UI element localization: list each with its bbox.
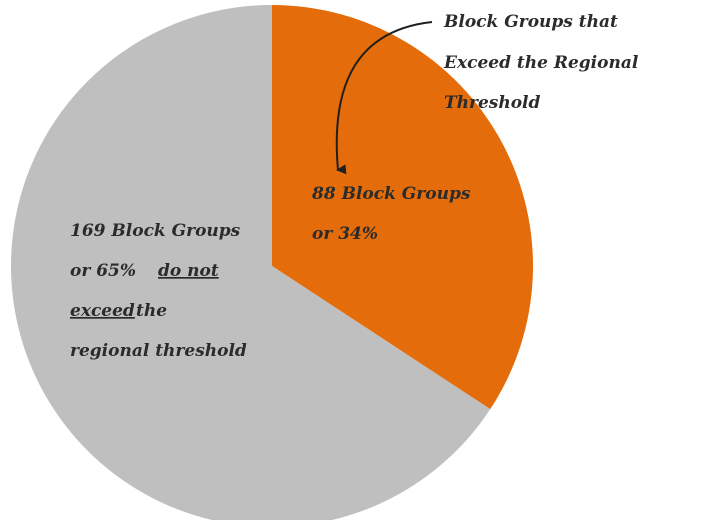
callout-arrow	[335, 21, 433, 175]
exceed-slice-label-line-1: 88 Block Groups	[311, 184, 471, 204]
callout-label-line-3: Threshold	[444, 93, 541, 113]
exceed-slice-label-line-2: or 34%	[312, 224, 378, 244]
callout-label-line-2: Exceed the Regional	[443, 53, 639, 73]
callout-label-line-1: Block Groups that	[443, 12, 618, 32]
not-exceed-percent: or 65%	[70, 261, 136, 281]
pie-slices	[11, 5, 533, 520]
not-exceed-the-word: the	[136, 301, 167, 321]
not-exceed-do-not: do not	[158, 261, 219, 281]
not-exceed-slice-label-line-4: regional threshold	[70, 341, 247, 361]
pie-slice-exceed	[272, 5, 533, 410]
not-exceed-slice-label-line-1: 169 Block Groups	[70, 221, 241, 241]
not-exceed-exceed-word: exceed	[70, 301, 135, 321]
pie-slice-not-exceed	[11, 5, 491, 520]
not-exceed-slice-label-line-2: or 65% do not	[70, 261, 219, 281]
not-exceed-slice-label-line-3: exceed the	[70, 301, 167, 321]
